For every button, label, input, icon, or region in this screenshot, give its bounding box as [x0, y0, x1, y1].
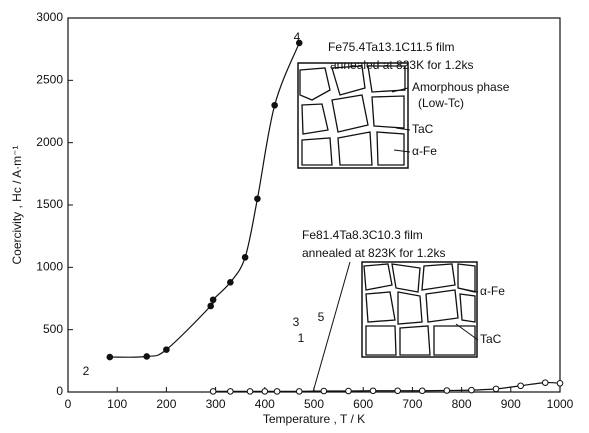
- inset-label: (Low-Tc): [418, 96, 464, 110]
- y-tick-label: 1500: [36, 197, 63, 211]
- microstructure-inset: [362, 262, 477, 357]
- inset-label: Amorphous phase: [412, 80, 510, 94]
- data-point: [518, 383, 524, 389]
- annotation: annealed at 823K for 1.2ks: [330, 58, 473, 72]
- data-point: [321, 388, 327, 394]
- data-point: [493, 386, 499, 392]
- x-tick-label: 0: [65, 397, 72, 411]
- data-point: [272, 102, 278, 108]
- data-point: [144, 354, 150, 360]
- data-point: [444, 388, 450, 394]
- y-tick-label: 2500: [36, 73, 63, 87]
- data-point: [247, 389, 253, 395]
- data-point: [228, 279, 234, 285]
- x-tick-label: 800: [452, 397, 472, 411]
- annotation: annealed at 823K for 1.2ks: [302, 246, 445, 260]
- data-point: [208, 303, 214, 309]
- annotation: 4: [294, 30, 301, 44]
- data-point: [419, 388, 425, 394]
- x-axis-label: Temperature , T / K: [263, 412, 365, 426]
- data-point: [296, 389, 302, 395]
- inset-label: TaC: [412, 122, 434, 136]
- data-point: [210, 389, 216, 395]
- x-tick-label: 200: [156, 397, 176, 411]
- data-point: [346, 388, 352, 394]
- inset-label: α-Fe: [412, 144, 437, 158]
- data-point: [542, 380, 548, 386]
- chart: Temperature , T / K Coercivity , Hc / A·…: [0, 0, 589, 433]
- data-point: [274, 389, 280, 395]
- pointer: [313, 262, 350, 392]
- data-point: [255, 196, 261, 202]
- x-tick-label: 600: [353, 397, 373, 411]
- data-point: [370, 388, 376, 394]
- data-point: [242, 255, 248, 261]
- y-tick-label: 0: [56, 384, 63, 398]
- y-tick-label: 3000: [36, 10, 63, 24]
- data-point: [557, 380, 563, 386]
- x-tick-label: 400: [255, 397, 275, 411]
- x-tick-label: 500: [304, 397, 324, 411]
- annotation: 1: [298, 331, 305, 345]
- series-line: [110, 43, 299, 357]
- annotation: 3: [293, 315, 300, 329]
- data-point: [228, 389, 234, 395]
- data-point: [395, 388, 401, 394]
- x-tick-label: 700: [402, 397, 422, 411]
- annotation: 2: [83, 364, 90, 378]
- x-tick-label: 300: [206, 397, 226, 411]
- series-label: Fe75.4Ta13.1C11.5 film: [328, 40, 455, 54]
- y-axis-label: Coercivity , Hc / A·m⁻¹: [10, 145, 24, 264]
- inset-label: TaC: [480, 332, 502, 346]
- inset-label: α-Fe: [480, 284, 505, 298]
- data-point: [164, 347, 170, 353]
- x-tick-label: 1000: [547, 397, 574, 411]
- y-tick-label: 1000: [36, 260, 63, 274]
- y-tick-label: 500: [43, 322, 63, 336]
- series-label: Fe81.4Ta8.3C10.3 film: [302, 228, 423, 242]
- data-point: [262, 389, 268, 395]
- microstructure-inset: [298, 63, 408, 168]
- data-point: [469, 387, 475, 393]
- y-tick-label: 2000: [36, 135, 63, 149]
- x-tick-label: 100: [107, 397, 127, 411]
- annotation: 5: [318, 310, 325, 324]
- x-tick-label: 900: [501, 397, 521, 411]
- data-point: [210, 297, 216, 303]
- data-point: [107, 354, 113, 360]
